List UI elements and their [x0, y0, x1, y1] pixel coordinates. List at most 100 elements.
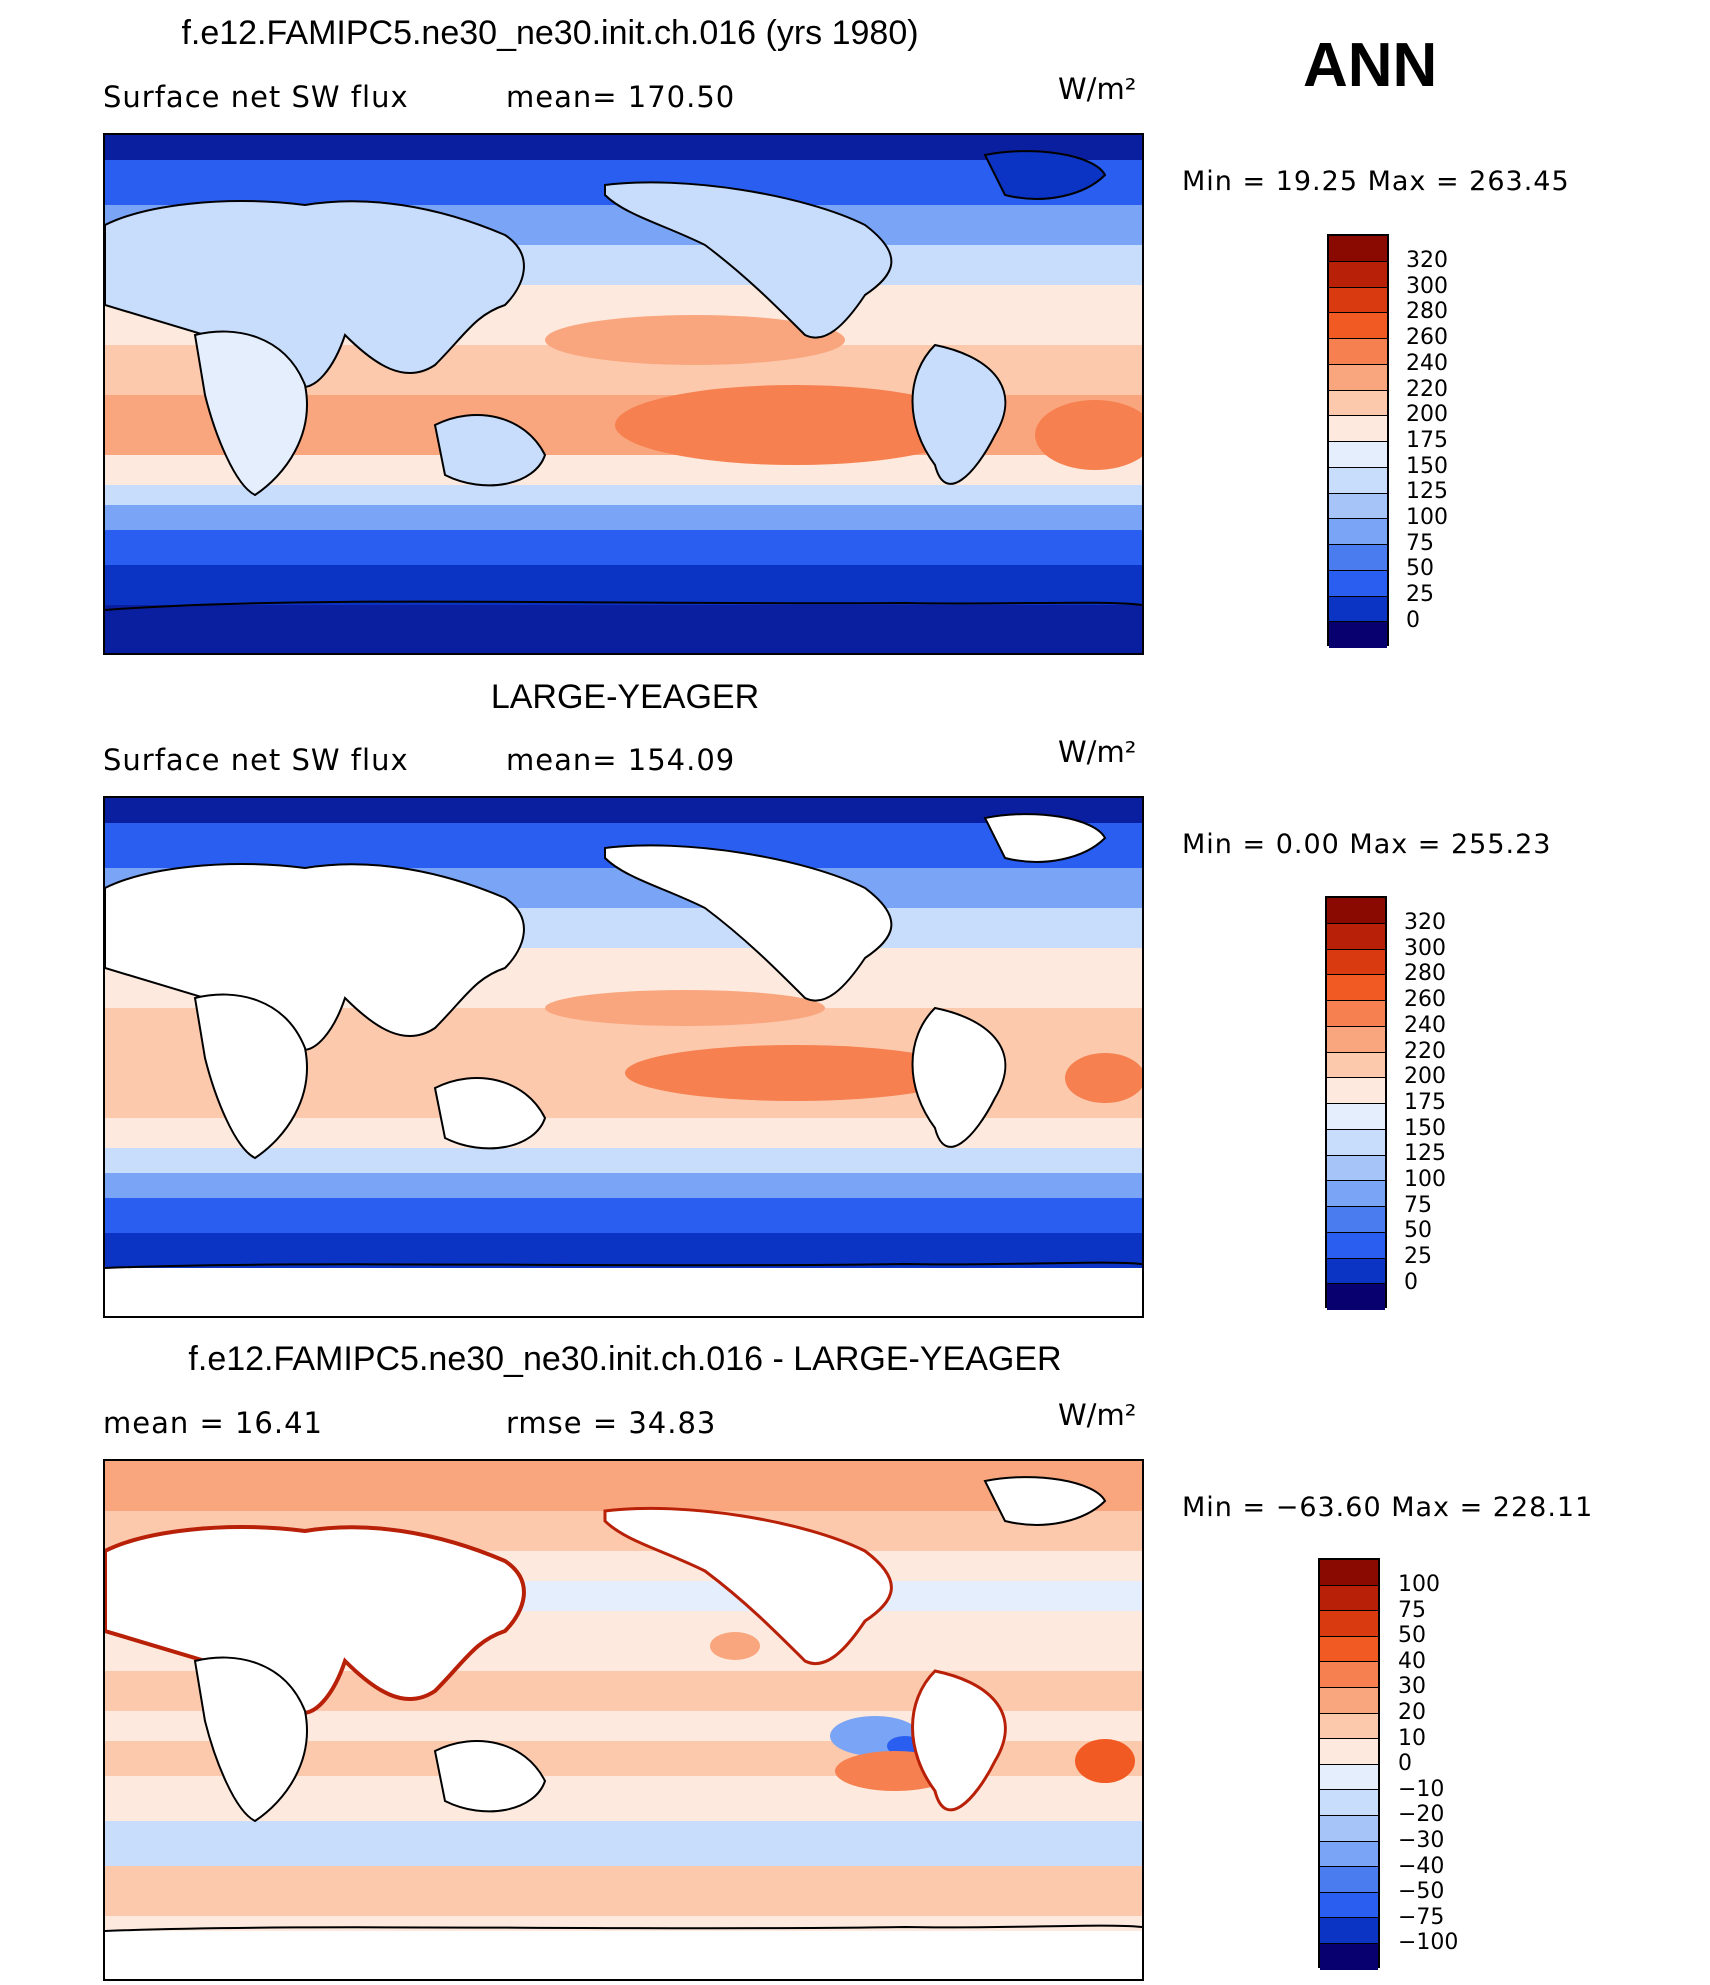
colorbar-swatch: [1329, 236, 1387, 262]
africa-outline: [193, 330, 308, 497]
panel1-map: [103, 133, 1144, 655]
colorbar-label: 300: [1406, 273, 1448, 299]
colorbar-label: 50: [1406, 556, 1434, 582]
colorbar-swatch: [1329, 596, 1387, 623]
southern-ocean-diff-band: [105, 1866, 1142, 1916]
australia-outline: [433, 1077, 547, 1150]
colorbar-swatch: [1327, 1078, 1385, 1104]
colorbar-label: 25: [1406, 582, 1434, 608]
colorbar-label: 175: [1406, 427, 1448, 453]
colorbar-swatch: [1327, 923, 1385, 950]
colorbar-label: 100: [1406, 505, 1448, 530]
colorbar-swatch: [1329, 261, 1387, 288]
colorbar-label: 100: [1404, 1167, 1446, 1192]
colorbar-swatch: [1320, 1790, 1378, 1816]
colorbar-swatch: [1327, 975, 1385, 1001]
panel3-colorbar: [1318, 1558, 1380, 1970]
panel1-minmax: Min = 19.25 Max = 263.45: [1182, 166, 1570, 197]
colorbar-label: 125: [1406, 479, 1448, 505]
south-neg-band: [105, 1821, 1142, 1866]
southern-ocean-deep-band: [105, 1233, 1142, 1268]
colorbar-label: 240: [1404, 1012, 1446, 1038]
panel2-mean-label: mean= 154.09: [506, 743, 736, 777]
panel3-units: W/m²: [1058, 1398, 1137, 1432]
south-mid-band: [105, 485, 1142, 505]
colorbar-swatch: [1327, 1232, 1385, 1259]
panel3-title: f.e12.FAMIPC5.ne30_ne30.init.ch.016 - LA…: [188, 1340, 1062, 1378]
antarctica-masked: [105, 1268, 1142, 1316]
north-america-outline: [604, 181, 893, 339]
colorbar-label: 50: [1404, 1218, 1432, 1244]
colorbar-swatch: [1327, 1104, 1385, 1130]
season-label: ANN: [1303, 31, 1438, 100]
colorbar-label: 320: [1406, 248, 1448, 273]
colorbar-label: 200: [1404, 1064, 1446, 1090]
colorbar-swatch: [1327, 898, 1385, 924]
panel2-map-svg: [105, 798, 1142, 1316]
south-band: [105, 1173, 1142, 1198]
colorbar-label: 25: [1404, 1244, 1432, 1270]
arctic-band: [105, 798, 1142, 823]
australia-outline: [433, 1740, 547, 1813]
africa-outline: [193, 1656, 308, 1823]
colorbar-label: 75: [1398, 1597, 1426, 1623]
colorbar-swatch: [1327, 1284, 1385, 1310]
panel3-minmax: Min = −63.60 Max = 228.11: [1182, 1492, 1594, 1523]
colorbar-swatch: [1329, 467, 1387, 494]
colorbar-label: 320: [1404, 910, 1446, 935]
colorbar-label: 240: [1406, 350, 1448, 376]
pacific-max: [615, 385, 975, 465]
colorbar-label: 125: [1404, 1141, 1446, 1167]
colorbar-swatch: [1329, 493, 1387, 520]
colorbar-swatch: [1320, 1815, 1378, 1842]
arctic-diff-band: [105, 1461, 1142, 1511]
colorbar-swatch: [1327, 949, 1385, 976]
atlantic-positive-anomaly: [1075, 1739, 1135, 1783]
colorbar-label: 50: [1398, 1623, 1426, 1649]
southern-ocean-band: [105, 1198, 1142, 1233]
colorbar-label: 260: [1404, 987, 1446, 1013]
colorbar-label: 30: [1398, 1674, 1426, 1700]
colorbar-swatch: [1327, 1026, 1385, 1053]
colorbar-swatch: [1329, 390, 1387, 417]
panel3-map: [103, 1459, 1144, 1981]
greenland-outline: [983, 813, 1107, 863]
colorbar-swatch: [1320, 1611, 1378, 1637]
pacific-max: [625, 1045, 965, 1101]
colorbar-label: 0: [1398, 1751, 1412, 1777]
colorbar-label: 200: [1406, 402, 1448, 428]
antarctica-coast: [105, 1924, 1142, 1932]
colorbar-swatch: [1327, 1258, 1385, 1285]
colorbar-label: 100: [1398, 1572, 1440, 1597]
south-mid-band: [105, 1148, 1142, 1173]
colorbar-label: −20: [1398, 1802, 1445, 1828]
panel1-mean-label: mean= 170.50: [506, 80, 736, 114]
colorbar-swatch: [1320, 1662, 1378, 1688]
atlantic-max: [1035, 400, 1142, 470]
colorbar-label: −40: [1398, 1853, 1445, 1879]
colorbar-label: 175: [1404, 1089, 1446, 1115]
panel2-colorbar: [1325, 896, 1387, 1310]
north-america-outline: [604, 844, 893, 1002]
colorbar-swatch: [1329, 339, 1387, 365]
atlantic-max: [1065, 1053, 1142, 1103]
africa-outline: [193, 993, 308, 1160]
colorbar-label: 10: [1398, 1725, 1426, 1751]
panel1-units: W/m²: [1058, 72, 1137, 106]
colorbar-label: 20: [1398, 1700, 1426, 1725]
panel1-map-svg: [105, 135, 1142, 653]
panel1-title: f.e12.FAMIPC5.ne30_ne30.init.ch.016 (yrs…: [181, 14, 919, 52]
north-america-outline: [603, 1506, 893, 1666]
antarctica-coast: [105, 1261, 1142, 1269]
colorbar-swatch: [1327, 1001, 1385, 1027]
colorbar-label: −50: [1398, 1879, 1445, 1905]
southern-ocean-deep-band: [105, 565, 1142, 605]
colorbar-swatch: [1320, 1841, 1378, 1868]
colorbar-swatch: [1320, 1739, 1378, 1765]
colorbar-swatch: [1329, 519, 1387, 545]
north-pacific-high: [545, 990, 825, 1026]
colorbar-swatch: [1320, 1713, 1378, 1740]
colorbar-label: 0: [1404, 1269, 1418, 1295]
colorbar-swatch: [1320, 1867, 1378, 1893]
colorbar-label: 40: [1398, 1648, 1426, 1674]
